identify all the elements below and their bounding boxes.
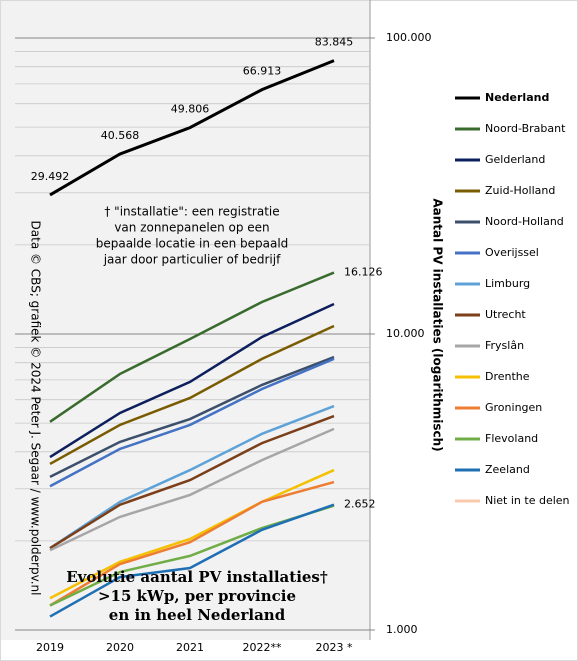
y-axis-title: Aantal PV installaties (logarithmisch) xyxy=(431,198,445,451)
y-tick-label: 10.000 xyxy=(386,327,425,340)
annotation: bepaalde locatie in een bepaald xyxy=(96,237,289,251)
series-line xyxy=(49,324,335,466)
series-line xyxy=(49,503,335,618)
annotation: van zonnepanelen op een xyxy=(114,221,269,235)
legend-label: Zuid-Holland xyxy=(485,184,555,197)
series-line xyxy=(49,468,335,600)
legend-label: Limburg xyxy=(485,277,530,290)
data-label: 29.492 xyxy=(31,170,70,183)
x-tick-label: 2019 xyxy=(36,641,64,654)
data-label: 49.806 xyxy=(171,103,210,116)
series-line xyxy=(49,414,335,550)
source-note: Data © CBS; grafiek © 2024 Peter J. Sega… xyxy=(29,221,43,596)
legend-label: Niet in te delen xyxy=(485,494,570,507)
data-label: 40.568 xyxy=(101,129,140,142)
data-label: 66.913 xyxy=(243,65,282,78)
y-tick-label: 1.000 xyxy=(386,623,418,636)
annotation: jaar door particulier of bedrijf xyxy=(103,253,281,267)
chart-title: en in heel Nederland xyxy=(109,606,286,624)
legend-label: Gelderland xyxy=(485,153,545,166)
series-line xyxy=(49,355,335,479)
series-line xyxy=(49,427,335,552)
series-line xyxy=(49,302,335,459)
series-line xyxy=(49,480,335,607)
chart-title: Evolutie aantal PV installaties† xyxy=(66,568,328,586)
legend-label: Drenthe xyxy=(485,370,530,383)
legend-label: Groningen xyxy=(485,401,542,414)
plot-background xyxy=(0,0,370,640)
annotation: † "installatie": een registratie xyxy=(104,205,279,219)
data-label: 2.652 xyxy=(344,498,376,511)
x-tick-label: 2023 * xyxy=(316,641,353,654)
series-line xyxy=(49,357,335,488)
y-tick-label: 100.000 xyxy=(386,31,432,44)
data-label: 16.126 xyxy=(344,266,383,279)
legend-label: Flevoland xyxy=(485,432,538,445)
legend-label: Zeeland xyxy=(485,463,530,476)
x-tick-label: 2021 xyxy=(176,641,204,654)
series-line xyxy=(49,404,335,550)
series-line xyxy=(49,271,335,423)
legend-label: Noord-Holland xyxy=(485,215,564,228)
x-tick-label: 2020 xyxy=(106,641,134,654)
data-label: 83.845 xyxy=(315,36,354,49)
legend-label: Nederland xyxy=(485,91,549,104)
legend-label: Noord-Brabant xyxy=(485,122,566,135)
legend-label: Fryslân xyxy=(485,339,524,352)
chart-title: >15 kWp, per provincie xyxy=(98,587,296,605)
x-tick-label: 2022** xyxy=(243,641,282,654)
legend-label: Utrecht xyxy=(485,308,526,321)
series-line xyxy=(49,59,335,197)
legend-label: Overijssel xyxy=(485,246,539,259)
